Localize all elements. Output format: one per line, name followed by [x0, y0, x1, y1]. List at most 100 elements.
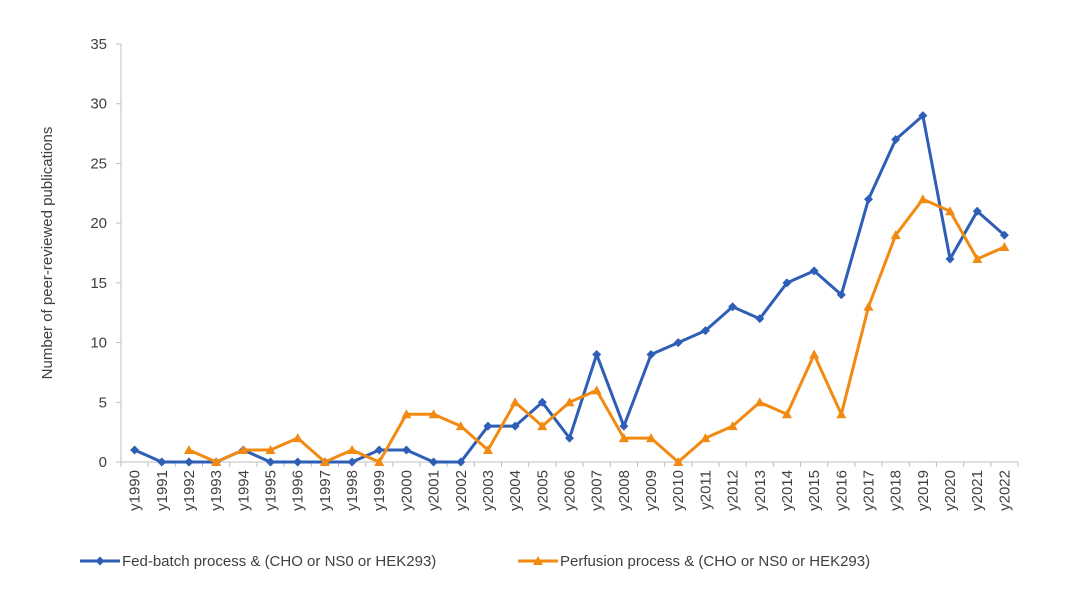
x-tick-label: y2008	[616, 470, 633, 511]
data-point	[673, 338, 683, 348]
data-point	[428, 409, 439, 419]
data-point	[945, 254, 955, 264]
y-tick-label: 5	[99, 394, 107, 411]
data-point	[863, 301, 874, 311]
y-tick-label: 20	[90, 215, 107, 232]
legend-label: Perfusion process & (CHO or NS0 or HEK29…	[560, 553, 870, 570]
x-tick-label: y2014	[779, 470, 796, 511]
data-point	[266, 457, 275, 467]
x-tick-label: y2011	[697, 470, 714, 510]
data-point	[755, 314, 765, 324]
series-perfusion	[183, 194, 1010, 466]
data-point	[565, 433, 574, 443]
data-point	[809, 349, 820, 359]
x-tick-label: y2016	[833, 470, 850, 511]
data-point	[891, 135, 901, 145]
y-tick-label: 30	[90, 96, 107, 113]
data-point	[455, 421, 466, 431]
data-point	[293, 457, 303, 467]
x-tick-label: y1991	[154, 470, 171, 511]
series-layer	[130, 111, 1010, 467]
data-point	[564, 397, 575, 407]
data-point	[292, 433, 303, 443]
data-point	[347, 457, 357, 467]
x-tick-label: y2001	[426, 470, 443, 511]
x-tick-label: y1993	[208, 470, 225, 511]
x-tick-label: y2022	[996, 470, 1013, 511]
x-tick-label: y1995	[263, 470, 280, 511]
x-tick-label: y2020	[942, 470, 959, 511]
x-tick-label: y2018	[888, 470, 905, 511]
x-tick-label: y1998	[344, 470, 361, 511]
data-point	[700, 326, 710, 336]
x-tick-label: y2006	[562, 470, 579, 511]
data-point	[183, 445, 194, 455]
data-point	[618, 433, 629, 443]
data-point	[374, 457, 385, 466]
x-tick-label: y2010	[670, 470, 687, 511]
data-point	[727, 421, 738, 431]
x-tick-label: y1990	[127, 470, 144, 511]
data-point	[809, 266, 819, 276]
series-fed-batch	[130, 111, 1009, 467]
legend-label: Fed-batch process & (CHO or NS0 or HEK29…	[122, 553, 436, 570]
y-tick-label: 10	[90, 335, 107, 352]
data-point	[972, 206, 982, 216]
x-tick-label: y2009	[643, 470, 660, 511]
data-point	[972, 253, 983, 263]
x-axis-ticks: y1990 y1991 y1992 y1993 y1994 y1995 y1996 y1997…	[120, 462, 1019, 511]
data-point	[157, 457, 167, 467]
data-point	[130, 445, 140, 455]
data-point	[592, 350, 602, 360]
data-point	[374, 445, 384, 455]
data-point	[483, 421, 493, 431]
data-point	[728, 302, 738, 312]
data-point	[700, 433, 711, 443]
data-point	[781, 409, 792, 419]
y-axis-ticks: 0 5 10 15 20 25 30 35	[90, 36, 121, 471]
data-point	[347, 445, 358, 455]
x-tick-label: y2017	[861, 470, 878, 511]
x-tick-label: y1997	[317, 470, 334, 511]
data-point	[482, 445, 493, 455]
data-point	[401, 445, 411, 455]
legend-swatch-marker	[95, 556, 105, 566]
x-tick-label: y2007	[589, 470, 606, 511]
y-tick-label: 15	[90, 275, 107, 292]
x-tick-label: y1996	[290, 470, 307, 511]
data-point	[184, 457, 194, 467]
data-point	[782, 278, 792, 288]
data-point	[836, 409, 847, 419]
data-point	[646, 433, 657, 443]
data-point	[456, 457, 466, 467]
x-tick-label: y2021	[969, 470, 986, 511]
data-point	[890, 230, 901, 240]
x-tick-label: y1994	[235, 470, 252, 511]
x-tick-label: y2002	[453, 470, 470, 511]
legend-item: Perfusion process & (CHO or NS0 or HEK29…	[518, 553, 870, 570]
data-point	[401, 409, 412, 419]
y-tick-label: 35	[90, 36, 107, 53]
data-point	[917, 194, 928, 204]
series-line	[188, 197, 1006, 464]
data-point	[211, 457, 222, 466]
x-tick-label: y2013	[752, 470, 769, 511]
data-point	[945, 206, 956, 216]
x-tick-label: y1999	[371, 470, 388, 511]
data-point	[999, 230, 1009, 240]
data-point	[836, 290, 846, 300]
data-point	[754, 397, 765, 407]
data-point	[265, 445, 276, 455]
x-tick-label: y2003	[480, 470, 497, 511]
y-axis-title: Number of peer-reviewed publications	[39, 127, 56, 380]
x-tick-label: y2015	[806, 470, 823, 511]
x-tick-label: y2012	[725, 470, 742, 511]
data-point	[646, 350, 656, 360]
y-tick-label: 25	[90, 155, 107, 172]
data-point	[319, 457, 330, 466]
legend-swatch-marker	[533, 556, 543, 565]
data-point	[918, 111, 928, 121]
legend: Fed-batch process & (CHO or NS0 or HEK29…	[80, 553, 870, 570]
